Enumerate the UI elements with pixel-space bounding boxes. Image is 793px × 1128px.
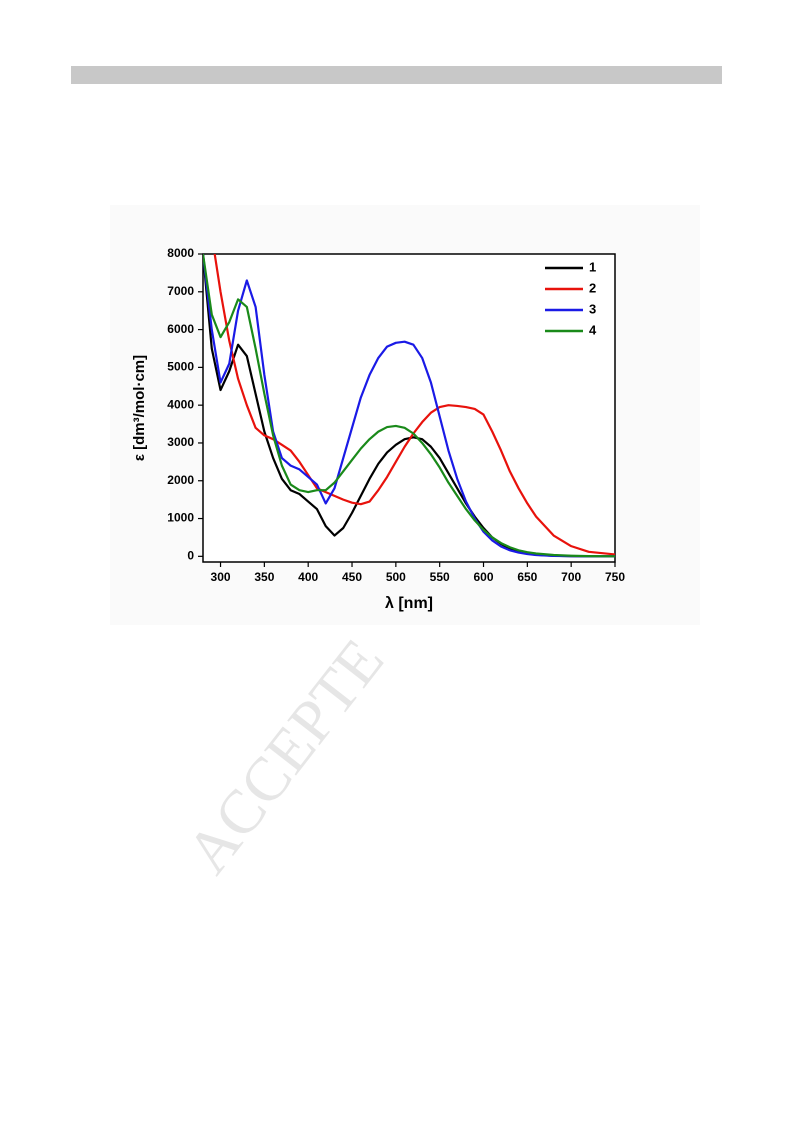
series-line [203,254,615,558]
header-bar [71,66,722,84]
x-tick-label: 550 [430,570,450,584]
y-tick-label: 7000 [167,284,194,298]
x-tick-label: 700 [561,570,581,584]
y-tick-label: 6000 [167,322,194,336]
series-line [203,254,615,558]
legend-label: 2 [589,280,596,295]
plot-lines [203,254,615,558]
legend-label: 3 [589,301,596,316]
y-tick-label: 4000 [167,397,194,411]
x-tick-label: 600 [473,570,493,584]
y-tick-label: 5000 [167,360,194,374]
x-tick-label: 450 [342,570,362,584]
series-line [213,254,615,556]
y-axis-label: ε [dm³/mol·cm] [131,355,148,461]
x-axis-label: λ [nm] [385,595,433,612]
x-tick-label: 350 [254,570,274,584]
watermark: ACCEPTE [174,627,397,886]
y-tick-label: 0 [187,549,194,563]
x-tick-label: 750 [605,570,625,584]
y-tick-label: 1000 [167,511,194,525]
legend-label: 4 [589,322,597,337]
x-tick-label: 650 [517,570,537,584]
x-tick-label: 400 [298,570,318,584]
y-tick-label: 2000 [167,473,194,487]
y-tick-label: 3000 [167,435,194,449]
y-tick-label: 8000 [167,246,194,260]
series-line [203,254,615,558]
x-tick-label: 500 [386,570,406,584]
x-tick-label: 300 [211,570,231,584]
legend-label: 1 [589,259,596,274]
plot-frame [202,253,616,563]
